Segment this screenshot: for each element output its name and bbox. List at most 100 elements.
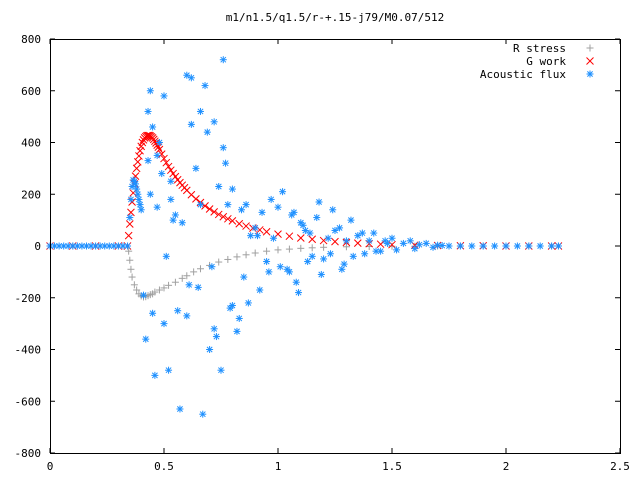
- point-g-work: [223, 214, 232, 223]
- point-acoustic-flux: [265, 268, 273, 276]
- y-tick-label: -200: [15, 292, 42, 305]
- point-r-stress: [251, 249, 259, 257]
- point-acoustic-flux: [372, 247, 380, 255]
- point-r-stress: [178, 274, 186, 282]
- point-acoustic-flux: [238, 206, 246, 214]
- point-acoustic-flux: [149, 123, 157, 131]
- point-acoustic-flux: [388, 234, 396, 242]
- point-g-work: [285, 232, 294, 241]
- point-r-stress: [171, 278, 179, 286]
- point-acoustic-flux: [183, 71, 191, 79]
- point-acoustic-flux: [269, 234, 277, 242]
- point-acoustic-flux: [149, 309, 157, 317]
- point-acoustic-flux: [422, 239, 430, 247]
- y-tick-label: -400: [15, 344, 42, 357]
- legend-label: G work: [526, 55, 566, 68]
- point-acoustic-flux: [194, 283, 202, 291]
- point-acoustic-flux: [199, 410, 207, 418]
- point-r-stress: [196, 265, 204, 273]
- point-acoustic-flux: [167, 177, 175, 185]
- point-acoustic-flux: [219, 144, 227, 152]
- x-tick-label: 1: [275, 460, 282, 473]
- point-acoustic-flux: [139, 291, 147, 299]
- point-r-stress: [190, 268, 198, 276]
- point-acoustic-flux: [513, 242, 521, 250]
- point-acoustic-flux: [247, 232, 255, 240]
- point-acoustic-flux: [101, 242, 109, 250]
- point-acoustic-flux: [233, 327, 241, 335]
- point-g-work: [160, 154, 168, 163]
- point-acoustic-flux: [201, 82, 209, 90]
- point-acoustic-flux: [438, 241, 446, 249]
- point-acoustic-flux: [253, 232, 261, 240]
- point-acoustic-flux: [276, 263, 284, 271]
- point-g-work: [353, 239, 362, 248]
- y-tick-label: 400: [21, 137, 41, 150]
- point-acoustic-flux: [313, 214, 321, 222]
- point-acoustic-flux: [178, 219, 186, 227]
- point-acoustic-flux: [411, 245, 419, 253]
- x-tick-label: 1.5: [382, 460, 402, 473]
- point-acoustic-flux: [208, 263, 216, 271]
- point-r-stress: [215, 258, 223, 266]
- point-acoustic-flux: [210, 325, 218, 333]
- point-r-stress: [320, 243, 328, 251]
- point-acoustic-flux: [548, 242, 556, 250]
- point-acoustic-flux: [134, 190, 142, 198]
- point-acoustic-flux: [381, 237, 389, 245]
- point-acoustic-flux: [393, 246, 401, 254]
- point-acoustic-flux: [224, 201, 232, 209]
- series-r-stress: [46, 242, 562, 301]
- point-g-work: [376, 240, 385, 249]
- point-acoustic-flux: [406, 237, 414, 245]
- point-r-stress: [126, 256, 134, 264]
- legend-label: Acoustic flux: [480, 68, 566, 81]
- point-acoustic-flux: [153, 151, 161, 159]
- x-tick-label: 2.5: [610, 460, 630, 473]
- legend-marker-star: [586, 70, 594, 78]
- y-tick-label: 800: [21, 33, 41, 46]
- point-acoustic-flux: [525, 242, 533, 250]
- point-acoustic-flux: [219, 56, 227, 64]
- y-tick-label: 600: [21, 85, 41, 98]
- point-g-work: [205, 205, 214, 213]
- point-acoustic-flux: [299, 221, 307, 229]
- point-r-stress: [151, 288, 159, 296]
- point-r-stress: [224, 255, 232, 263]
- point-acoustic-flux: [347, 216, 355, 224]
- point-acoustic-flux: [336, 224, 344, 232]
- point-acoustic-flux: [167, 195, 175, 203]
- point-acoustic-flux: [187, 120, 195, 128]
- point-g-work: [164, 162, 173, 171]
- point-acoustic-flux: [228, 185, 236, 193]
- point-g-work: [133, 158, 142, 166]
- point-acoustic-flux: [361, 250, 369, 258]
- point-acoustic-flux: [174, 307, 182, 315]
- legend-marker-plus: [586, 44, 594, 52]
- y-tick-label: -800: [15, 447, 42, 460]
- point-acoustic-flux: [468, 242, 476, 250]
- point-acoustic-flux: [135, 195, 143, 203]
- point-g-work: [157, 150, 166, 158]
- point-g-work: [124, 231, 133, 240]
- point-g-work: [155, 145, 164, 154]
- point-r-stress: [155, 286, 163, 294]
- point-acoustic-flux: [288, 211, 296, 219]
- point-acoustic-flux: [183, 312, 191, 320]
- point-acoustic-flux: [142, 335, 150, 343]
- point-acoustic-flux: [146, 190, 154, 198]
- point-g-work: [136, 146, 144, 155]
- point-g-work: [125, 220, 134, 228]
- point-acoustic-flux: [162, 252, 170, 260]
- point-r-stress: [160, 284, 168, 292]
- point-acoustic-flux: [258, 208, 266, 216]
- point-g-work: [143, 131, 151, 140]
- point-g-work: [127, 208, 135, 217]
- legend-label: R stress: [513, 42, 566, 55]
- point-r-stress: [125, 247, 133, 255]
- point-acoustic-flux: [171, 211, 179, 219]
- chart-title: m1/n1.5/q1.5/r-+.15-j79/M0.07/512: [226, 11, 445, 24]
- point-r-stress: [127, 265, 135, 273]
- point-r-stress: [342, 243, 350, 251]
- point-acoustic-flux: [187, 74, 195, 82]
